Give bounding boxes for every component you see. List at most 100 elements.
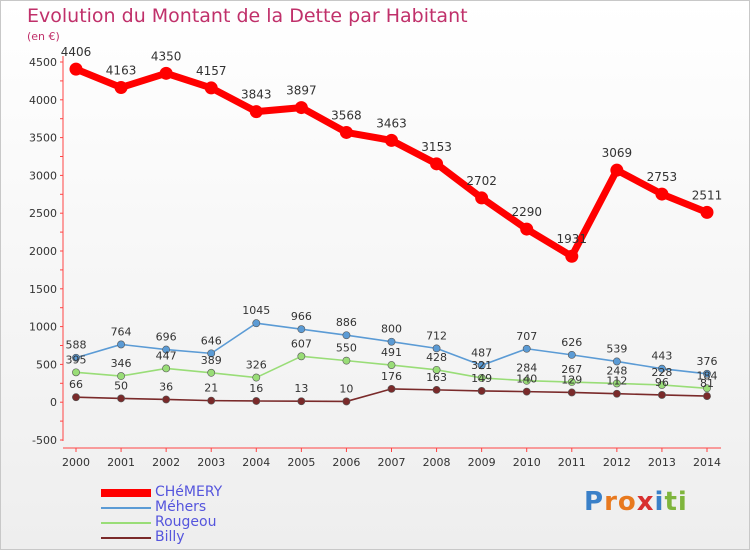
x-tick-label: 2009 bbox=[468, 456, 496, 469]
x-tick-label: 2014 bbox=[693, 456, 721, 469]
data-point bbox=[207, 368, 216, 377]
data-label: 346 bbox=[111, 357, 132, 370]
data-label: 4406 bbox=[61, 45, 92, 59]
x-tick-label: 2003 bbox=[197, 456, 225, 469]
chart-title: Evolution du Montant de la Dette par Hab… bbox=[27, 5, 468, 27]
data-point bbox=[339, 125, 353, 139]
data-point bbox=[522, 344, 531, 353]
y-tick-label: 2000 bbox=[29, 245, 57, 258]
brand-logo: Proxiti bbox=[584, 487, 688, 517]
data-point bbox=[297, 325, 306, 334]
brand-letter: P bbox=[584, 487, 605, 517]
data-point bbox=[385, 133, 398, 147]
data-label: 248 bbox=[606, 364, 627, 377]
x-tick-label: 2005 bbox=[287, 456, 315, 469]
data-label: 4163 bbox=[106, 63, 137, 77]
brand-letter: i bbox=[677, 487, 688, 517]
data-label: 112 bbox=[606, 375, 627, 388]
data-label: 16 bbox=[249, 382, 263, 395]
data-point bbox=[294, 101, 308, 115]
data-label: 21 bbox=[204, 382, 218, 395]
data-point bbox=[477, 361, 486, 370]
data-label: 267 bbox=[561, 363, 582, 376]
legend-swatch bbox=[101, 489, 151, 497]
data-point bbox=[117, 394, 125, 403]
data-point bbox=[565, 249, 579, 263]
data-label: 184 bbox=[697, 369, 718, 382]
data-point bbox=[117, 372, 125, 380]
data-point bbox=[207, 349, 216, 358]
data-label: 487 bbox=[471, 346, 492, 359]
data-label: 447 bbox=[156, 349, 177, 362]
y-tick-label: 4500 bbox=[29, 56, 57, 69]
legend-label: CHéMERY bbox=[155, 484, 223, 500]
data-label: 491 bbox=[381, 346, 402, 359]
data-point bbox=[207, 396, 216, 405]
data-point bbox=[72, 368, 80, 377]
y-tick-label: 3500 bbox=[29, 132, 57, 145]
brand-letter: t bbox=[664, 487, 678, 517]
data-point bbox=[567, 388, 576, 397]
data-label: 176 bbox=[381, 370, 402, 383]
data-label: 539 bbox=[606, 342, 627, 355]
data-point bbox=[252, 319, 261, 328]
x-tick-label: 2008 bbox=[423, 456, 451, 469]
data-label: 129 bbox=[561, 373, 582, 386]
data-point bbox=[432, 365, 441, 374]
data-point bbox=[522, 376, 531, 385]
data-point bbox=[297, 352, 306, 361]
data-label: 966 bbox=[291, 310, 312, 323]
brand-letter: i bbox=[654, 487, 665, 517]
data-label: 3568 bbox=[331, 108, 362, 122]
data-point bbox=[297, 397, 306, 406]
data-point bbox=[703, 369, 711, 378]
data-point bbox=[430, 157, 444, 171]
data-point bbox=[522, 387, 531, 396]
y-tick-label: 1000 bbox=[29, 321, 57, 334]
data-point bbox=[252, 373, 261, 382]
data-label: 389 bbox=[201, 354, 222, 367]
data-point bbox=[477, 374, 486, 382]
legend-label: Méhers bbox=[155, 499, 207, 515]
data-point bbox=[162, 345, 171, 354]
data-point bbox=[72, 353, 80, 362]
legend-swatch bbox=[101, 522, 151, 524]
data-label: 96 bbox=[655, 376, 669, 389]
data-label: 626 bbox=[561, 336, 582, 349]
data-label: 428 bbox=[426, 351, 447, 364]
data-label: 376 bbox=[697, 355, 718, 368]
data-label: 707 bbox=[516, 330, 537, 343]
data-point bbox=[610, 163, 624, 177]
data-point bbox=[567, 378, 576, 386]
data-point bbox=[700, 205, 714, 219]
data-point bbox=[612, 389, 621, 398]
data-label: 13 bbox=[294, 382, 308, 395]
data-point bbox=[432, 385, 441, 394]
data-label: 2290 bbox=[511, 205, 542, 219]
brand-letter: x bbox=[636, 487, 655, 517]
data-label: 1045 bbox=[242, 304, 270, 317]
data-point bbox=[162, 395, 171, 404]
y-tick-label: 3000 bbox=[29, 169, 57, 182]
x-tick-label: 2001 bbox=[107, 456, 135, 469]
data-label: 4350 bbox=[151, 49, 182, 63]
y-tick-label: 500 bbox=[36, 358, 57, 371]
data-label: 764 bbox=[111, 325, 132, 338]
data-point bbox=[520, 222, 534, 236]
data-label: 395 bbox=[66, 353, 87, 366]
y-tick-label: 2500 bbox=[29, 207, 57, 220]
data-point bbox=[342, 397, 351, 406]
data-label: 4157 bbox=[196, 64, 227, 78]
data-label: 2702 bbox=[466, 174, 497, 188]
data-point bbox=[567, 350, 576, 359]
data-label: 3463 bbox=[376, 116, 407, 130]
data-label: 886 bbox=[336, 316, 357, 329]
x-tick-label: 2010 bbox=[513, 456, 541, 469]
legend-label: Rougeou bbox=[155, 514, 217, 530]
data-label: 3069 bbox=[602, 146, 633, 160]
data-point bbox=[475, 191, 489, 205]
data-point bbox=[658, 364, 666, 373]
series-line-chémery bbox=[72, 65, 711, 260]
